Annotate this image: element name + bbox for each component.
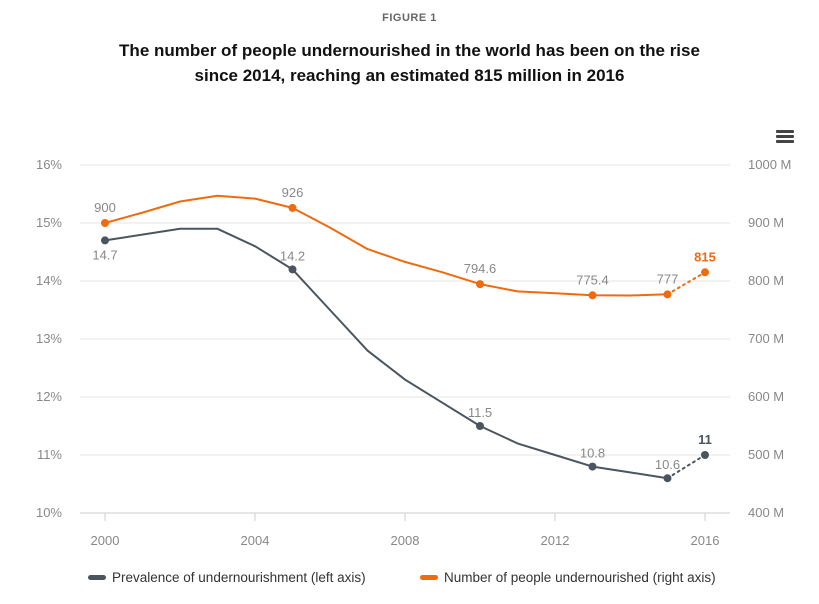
series-projection-line-0 <box>666 454 706 480</box>
legend-label-prevalence: Prevalence of undernourishment (left axi… <box>112 570 366 585</box>
left-axis-tick-label: 10% <box>36 505 62 520</box>
right-axis-tick-label: 500 M <box>748 447 784 462</box>
x-axis-tick-label: 2016 <box>691 533 720 548</box>
right-axis-tick-label: 600 M <box>748 389 784 404</box>
menu-bar <box>776 140 794 143</box>
right-axis-tick-label: 800 M <box>748 273 784 288</box>
data-label-1: 794.6 <box>464 261 497 276</box>
menu-bar <box>776 130 794 133</box>
hamburger-menu-icon[interactable] <box>774 128 796 146</box>
right-axis-tick-label: 400 M <box>748 505 784 520</box>
left-axis-tick-label: 14% <box>36 273 62 288</box>
data-label-0: 14.2 <box>280 248 305 263</box>
chart-title: The number of people undernourished in t… <box>60 38 759 88</box>
series-point-1 <box>588 291 597 300</box>
series-point-0 <box>701 451 709 459</box>
series-line-1 <box>104 194 668 297</box>
menu-bar <box>776 135 794 138</box>
series <box>101 194 709 483</box>
series-line-0 <box>104 227 668 480</box>
left-axis-tick-label: 13% <box>36 331 62 346</box>
data-label-1: 900 <box>94 200 116 215</box>
data-label-1: 926 <box>282 185 304 200</box>
legend-item-prevalence[interactable]: Prevalence of undernourishment (left axi… <box>88 570 366 585</box>
x-axis-tick-label: 2000 <box>91 533 120 548</box>
grid-lines <box>80 164 730 514</box>
right-axis-tick-label: 900 M <box>748 215 784 230</box>
data-label-1: 815 <box>694 249 716 264</box>
right-axis-tick-label: 1000 M <box>748 157 791 172</box>
data-label-0: 14.7 <box>92 247 117 262</box>
data-label-0: 11 <box>698 432 712 447</box>
series-point-0 <box>588 462 597 471</box>
series-point-1 <box>101 219 109 227</box>
chart-title-line-2: since 2014, reaching an estimated 815 mi… <box>194 66 625 85</box>
series-projection-line-1 <box>666 271 706 296</box>
legend-swatch-people <box>420 575 438 580</box>
axes: 10% 400 M 11% 500 M 12% 600 M 13% 700 M 14% 800 M… <box>36 157 791 548</box>
data-label-0: 11.5 <box>468 405 492 420</box>
left-axis-tick-label: 11% <box>37 447 62 462</box>
series-point-1 <box>288 203 297 212</box>
legend: Prevalence of undernourishment (left axi… <box>0 570 819 590</box>
left-axis-tick-label: 16% <box>36 157 62 172</box>
x-axis-tick-label: 2004 <box>241 533 270 548</box>
series-point-1 <box>476 280 484 289</box>
series-point-0 <box>288 265 297 274</box>
legend-swatch-prevalence <box>88 575 106 580</box>
data-labels: 14.7 14.2 11.5 10.8 10.6 11 900 926 794.6 775.4 77… <box>92 185 716 472</box>
right-axis-tick-label: 700 M <box>748 331 784 346</box>
series-point-0 <box>101 236 109 245</box>
figure-label: FIGURE 1 <box>382 12 437 24</box>
series-point-0 <box>663 474 672 483</box>
legend-item-people[interactable]: Number of people undernourished (right a… <box>420 570 716 585</box>
series-point-1 <box>663 290 672 299</box>
series-point-1 <box>701 268 709 277</box>
legend-label-people: Number of people undernourished (right a… <box>444 570 716 585</box>
left-axis-tick-label: 15% <box>36 215 62 230</box>
data-label-0: 10.8 <box>580 446 605 461</box>
series-point-0 <box>476 422 484 430</box>
data-label-0: 10.6 <box>655 457 680 472</box>
x-axis-tick-label: 2012 <box>541 533 570 548</box>
line-chart: 10% 400 M 11% 500 M 12% 600 M 13% 700 M 14% 800 M… <box>36 157 791 548</box>
x-axis-tick-label: 2008 <box>391 533 420 548</box>
data-label-1: 775.4 <box>576 272 609 287</box>
left-axis-tick-label: 12% <box>36 389 62 404</box>
data-label-1: 777 <box>657 271 679 286</box>
chart-title-line-1: The number of people undernourished in t… <box>119 41 700 60</box>
